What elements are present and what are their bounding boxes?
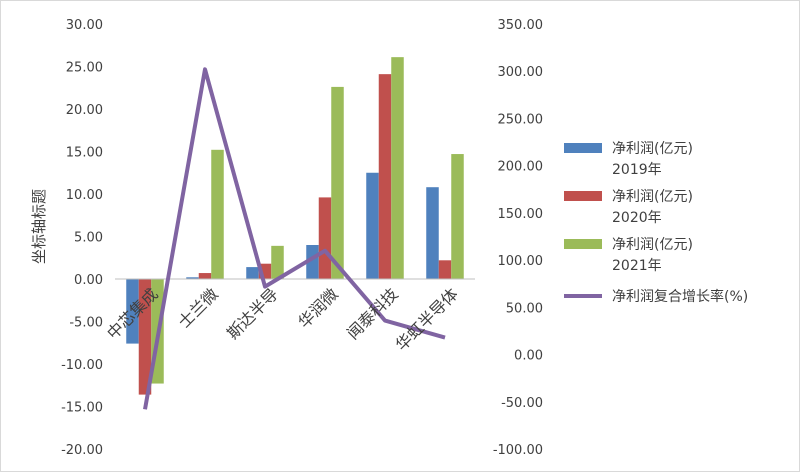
bar-0-3 [306, 245, 319, 279]
bar-1-4 [378, 74, 392, 280]
legend-label: 净利润(亿元) [612, 141, 693, 157]
right-axis-ticks: 350.00 300.00 250.00 200.00 150.00 100.00 50.0… [493, 18, 543, 458]
right-tick-label: 150.00 [498, 207, 544, 222]
right-tick-label: -100.00 [493, 443, 543, 458]
bar-0-1 [186, 277, 199, 279]
y-axis-title: 坐标轴标题 [30, 189, 48, 264]
right-tick-label: 0.00 [514, 349, 543, 364]
legend-label: 净利润(亿元) [612, 189, 693, 205]
bar-0-2 [246, 267, 259, 279]
left-tick-label: 15.00 [66, 146, 103, 161]
legend-label: 2019年 [612, 162, 662, 178]
right-tick-label: 250.00 [498, 112, 544, 127]
bar-0-5 [426, 187, 439, 279]
bar-1-5 [438, 260, 452, 279]
legend-label: 净利润复合增长率(%) [612, 288, 748, 305]
bar-1-3 [318, 197, 332, 279]
bar-2-4 [391, 57, 404, 280]
bar-2-1 [211, 149, 224, 279]
right-tick-label: 200.00 [498, 160, 544, 175]
legend-label: 2021年 [612, 258, 662, 274]
bar-series [126, 57, 464, 395]
legend: 净利润(亿元)2019年净利润(亿元)2020年净利润(亿元)2021年净利润复… [564, 141, 748, 305]
bar-1-1 [198, 273, 212, 279]
bar-0-4 [366, 172, 379, 279]
legend-swatch [564, 143, 602, 153]
left-tick-label: 20.00 [66, 103, 103, 118]
left-tick-label: -15.00 [61, 401, 103, 416]
left-tick-label: -20.00 [61, 443, 103, 458]
legend-swatch [564, 239, 602, 249]
right-tick-label: -50.00 [501, 396, 543, 411]
right-tick-label: 350.00 [498, 18, 544, 33]
left-tick-label: -5.00 [69, 316, 103, 331]
bar-2-5 [451, 154, 464, 279]
right-tick-label: 100.00 [498, 254, 544, 269]
bar-1-0 [138, 279, 152, 395]
legend-label: 2020年 [612, 210, 662, 226]
growth-rate-line [143, 67, 446, 410]
left-tick-label: 0.00 [74, 273, 103, 288]
left-axis-ticks: 30.00 25.00 20.00 15.00 10.00 5.00 0.00 -5.00 -1… [61, 18, 103, 458]
right-tick-label: 50.00 [506, 301, 543, 316]
bar-2-2 [271, 245, 284, 279]
right-tick-label: 300.00 [498, 65, 544, 80]
left-tick-label: 5.00 [74, 231, 103, 246]
legend-swatch [564, 191, 602, 201]
left-tick-label: -10.00 [61, 358, 103, 373]
bar-2-3 [331, 86, 344, 280]
bar-0-0 [126, 279, 139, 344]
left-tick-label: 25.00 [66, 61, 103, 76]
left-tick-label: 30.00 [66, 18, 103, 33]
left-tick-label: 10.00 [66, 188, 103, 203]
legend-label: 净利润(亿元) [612, 237, 693, 253]
